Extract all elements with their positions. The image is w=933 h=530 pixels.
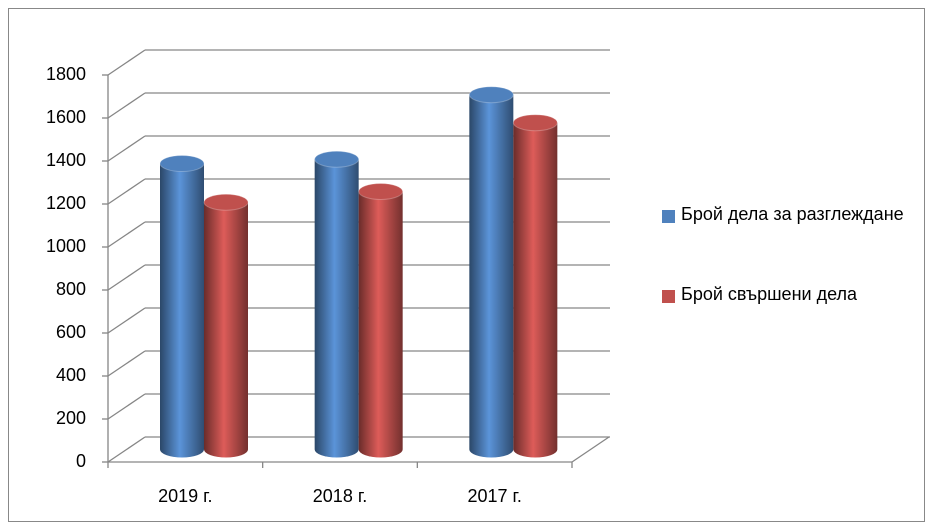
grid-line [107, 393, 146, 420]
bar [358, 191, 403, 458]
bar-top [314, 150, 360, 168]
axis-line [571, 436, 610, 463]
grid-line [107, 221, 146, 248]
bar-top [512, 114, 558, 132]
y-tick-label: 1800 [46, 64, 86, 84]
bar [513, 122, 558, 458]
legend-item: Брой свършени дела [662, 284, 919, 309]
bar-top [203, 193, 249, 211]
grid-line [107, 135, 146, 162]
y-tick-label: 0 [76, 451, 86, 471]
legend-label: Брой дела за разглеждане [681, 204, 904, 224]
grid-line [107, 264, 146, 291]
legend-label: Брой свършени дела [681, 284, 857, 304]
legend-swatch [662, 290, 675, 303]
grid-line [107, 350, 146, 377]
y-tick-label: 200 [56, 408, 86, 428]
bar [314, 159, 359, 458]
x-tick-label: 2019 г. [158, 486, 212, 506]
bar-top [159, 155, 205, 173]
y-tick-label: 800 [56, 279, 86, 299]
grid-line [107, 178, 146, 205]
legend-swatch [662, 210, 675, 223]
y-tick-label: 600 [56, 322, 86, 342]
x-tick-label: 2017 г. [467, 486, 521, 506]
y-tick-label: 1200 [46, 193, 86, 213]
y-tick-label: 1400 [46, 150, 86, 170]
y-tick-label: 1000 [46, 236, 86, 256]
grid-line [107, 436, 146, 463]
bar-top [358, 183, 404, 200]
legend-item: Брой дела за разглеждане [662, 204, 919, 229]
grid-line [107, 307, 146, 334]
y-tick-label: 400 [56, 365, 86, 385]
bar [204, 202, 248, 458]
x-tick-label: 2018 г. [313, 486, 367, 506]
bar [160, 163, 204, 458]
grid-line [107, 92, 146, 119]
y-tick-label: 1600 [46, 107, 86, 127]
bar [469, 94, 514, 458]
grid-line [107, 49, 146, 76]
bar-top [468, 86, 514, 104]
